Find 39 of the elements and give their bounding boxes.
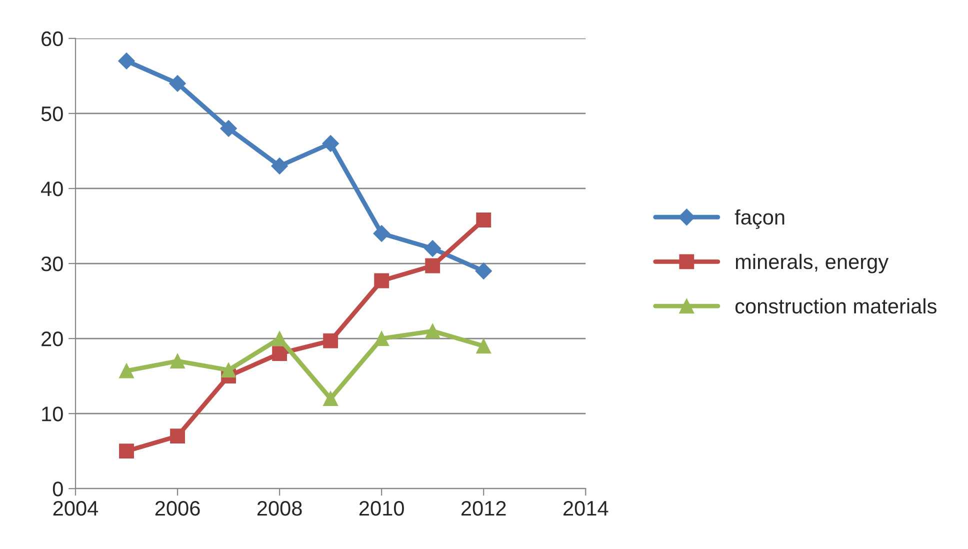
x-tick-label: 2010 (359, 500, 404, 516)
y-tick-label: 50 (41, 106, 63, 122)
point (322, 135, 339, 152)
legend-label: minerals, energy (736, 254, 889, 274)
y-tick-label: 60 (42, 31, 63, 46)
point (425, 258, 440, 274)
point (476, 338, 492, 354)
y-tick-label: 40 (41, 181, 63, 196)
y-tick-label: 20 (42, 332, 63, 346)
point (424, 240, 441, 257)
y-tick-label: 10 (42, 406, 63, 422)
y-tick-label: 0 (52, 482, 63, 496)
point (271, 158, 288, 174)
y-tick-label: 30 (41, 256, 63, 272)
point (118, 52, 135, 70)
point (425, 324, 440, 339)
point (475, 262, 492, 280)
legend-label: façon (734, 209, 784, 229)
point (169, 75, 186, 92)
point (374, 331, 390, 346)
point (373, 225, 390, 242)
point (170, 428, 185, 444)
point (374, 273, 390, 288)
point (272, 346, 288, 362)
point (272, 331, 288, 346)
x-tick-label: 2012 (461, 500, 506, 516)
x-tick-label: 2014 (564, 500, 608, 516)
point (119, 363, 134, 378)
point (476, 212, 492, 228)
x-tick-label: 2004 (53, 500, 98, 516)
point (323, 391, 338, 406)
point (170, 354, 185, 369)
x-tick-label: 2008 (257, 500, 302, 516)
point (221, 362, 236, 378)
point (323, 333, 338, 348)
point (220, 120, 237, 137)
legend-label: construction materials (735, 298, 936, 314)
point (119, 444, 134, 459)
x-tick-label: 2006 (155, 500, 200, 516)
